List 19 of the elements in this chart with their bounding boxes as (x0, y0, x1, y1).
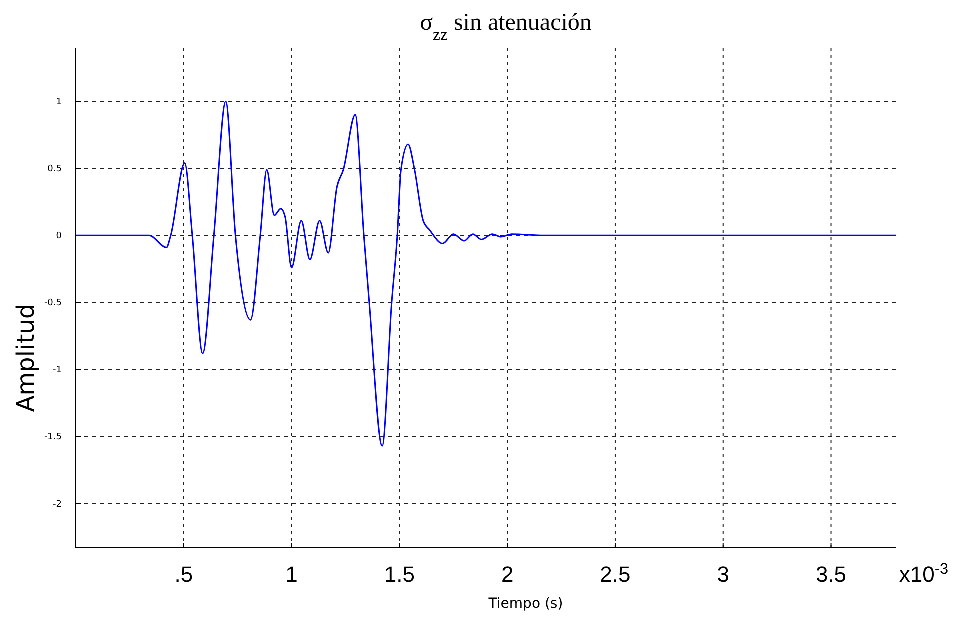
y-tick-label: -2 (53, 500, 62, 510)
line-series (75, 100, 897, 447)
x-tick-label: 1.5 (384, 562, 415, 587)
y-tick-label: 0 (56, 232, 62, 242)
x-axis-title: Tiempo (s) (488, 596, 564, 612)
x-tick-label: 3 (717, 562, 730, 587)
x-tick-label: 2.5 (600, 562, 631, 587)
text: x10$^{-3}$ (899, 560, 949, 587)
x-tick-label: .5 (174, 562, 194, 587)
x-tick-label: 1 (286, 562, 298, 587)
x-tick-label: 3.5 (816, 562, 847, 587)
y-tick-label: 1 (56, 98, 62, 108)
y-axis-title: Amplitud (12, 304, 40, 412)
y-tick-label: -1 (53, 366, 62, 376)
y-tick-label: 0.5 (48, 164, 62, 175)
y-tick-label: -1.5 (44, 432, 62, 443)
x-tick-label: 2 (501, 562, 514, 587)
chart-title: σ$_{zz}$ sin atenuación (420, 10, 592, 44)
y-tick-label: -0.5 (44, 298, 62, 309)
